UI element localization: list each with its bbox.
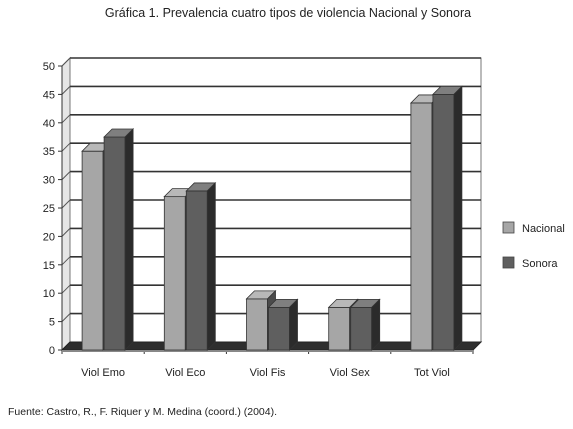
y-tick-label: 20 — [43, 231, 55, 243]
x-category-label: Viol Emo — [81, 367, 125, 379]
y-tick-label: 50 — [43, 61, 55, 73]
gridline-depth — [61, 171, 71, 180]
gridline-depth — [61, 313, 71, 322]
gridline-depth — [61, 142, 71, 152]
legend-swatch-nacional — [502, 221, 515, 234]
y-tick-label: 0 — [49, 345, 55, 357]
legend: Nacional Sonora — [502, 221, 565, 270]
legend-swatch-sonora — [502, 256, 515, 269]
y-tick-label: 10 — [43, 288, 55, 300]
y-tick-label: 25 — [43, 203, 55, 215]
x-category-label: Viol Fis — [250, 367, 286, 379]
gridline-depth — [61, 114, 71, 124]
plot-floor-edge — [62, 350, 473, 352]
gridline-depth — [61, 228, 71, 237]
bar-side-sonora-0 — [124, 128, 134, 351]
x-category-label: Viol Sex — [330, 367, 371, 379]
y-tick-label: 45 — [43, 89, 55, 101]
bars — [81, 85, 463, 351]
bar-side-sonora-4 — [453, 85, 463, 351]
bar-nacional-0 — [81, 150, 104, 351]
bar-side-sonora-3 — [371, 298, 381, 351]
legend-label-nacional: Nacional — [522, 223, 565, 235]
gridline-depth — [61, 57, 71, 67]
gridline-depth — [61, 199, 71, 209]
y-tick-label: 5 — [49, 317, 55, 329]
bar-nacional-4 — [410, 102, 433, 351]
axes — [58, 65, 474, 354]
bar-side-sonora-2 — [289, 298, 298, 351]
x-category-label: Tot Viol — [414, 367, 450, 379]
gridline-depth — [61, 284, 71, 294]
gridline-depth — [61, 86, 71, 95]
bar-sonora-2 — [268, 306, 290, 351]
source-note: Fuente: Castro, R., F. Riquer y M. Medin… — [8, 406, 277, 418]
bar-nacional-2 — [246, 298, 268, 351]
y-tick-label: 30 — [43, 175, 55, 187]
bar-sonora-3 — [350, 306, 373, 351]
bar-sonora-0 — [103, 136, 126, 351]
x-category-label: Viol Eco — [165, 367, 205, 379]
legend-label-sonora: Sonora — [522, 258, 558, 270]
gridline-depth — [61, 256, 71, 266]
y-tick-label: 40 — [43, 118, 55, 130]
x-category-labels: Viol Emo Viol Eco Viol Fis Viol Sex Tot Viol — [81, 367, 450, 379]
bar-sonora-4 — [432, 94, 455, 351]
chart-title: Gráfica 1. Prevalencia cuatro tipos de v… — [105, 6, 471, 20]
bar-side-sonora-1 — [206, 181, 216, 351]
y-tick-label: 35 — [43, 146, 55, 158]
bar-sonora-1 — [185, 190, 208, 351]
y-tick-labels: 0 5 10 15 20 25 30 35 40 45 50 — [43, 61, 55, 357]
bar-nacional-3 — [328, 306, 351, 351]
y-tick-label: 15 — [43, 260, 55, 272]
bar-nacional-1 — [163, 196, 186, 351]
